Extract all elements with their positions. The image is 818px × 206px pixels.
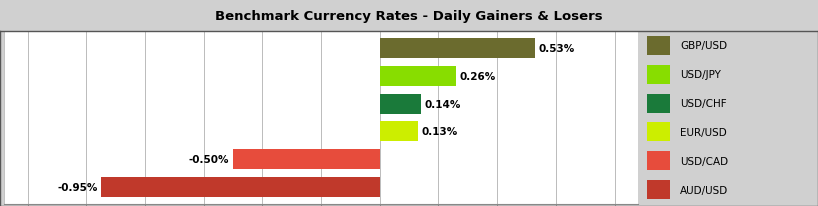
FancyBboxPatch shape [647, 180, 670, 199]
Text: USD/CHF: USD/CHF [680, 99, 726, 109]
Text: 0.13%: 0.13% [421, 127, 458, 137]
Text: -0.95%: -0.95% [57, 182, 97, 192]
Text: USD/JPY: USD/JPY [680, 70, 721, 80]
Text: EUR/USD: EUR/USD [680, 127, 726, 137]
FancyBboxPatch shape [647, 123, 670, 142]
Text: GBP/USD: GBP/USD [680, 41, 727, 51]
Bar [380, 39, 535, 59]
Bar [101, 177, 380, 197]
FancyBboxPatch shape [647, 151, 670, 170]
Bar [380, 94, 420, 114]
Bar [380, 66, 456, 86]
Text: 0.53%: 0.53% [539, 44, 575, 54]
FancyBboxPatch shape [647, 94, 670, 113]
Text: USD/CAD: USD/CAD [680, 156, 728, 166]
Text: 0.14%: 0.14% [425, 99, 461, 109]
Text: AUD/USD: AUD/USD [680, 185, 728, 195]
Bar [380, 122, 418, 142]
Text: Benchmark Currency Rates - Daily Gainers & Losers: Benchmark Currency Rates - Daily Gainers… [215, 9, 603, 22]
FancyBboxPatch shape [647, 66, 670, 84]
Text: 0.26%: 0.26% [460, 71, 496, 81]
Text: -0.50%: -0.50% [189, 154, 230, 165]
FancyBboxPatch shape [647, 37, 670, 56]
Bar [233, 150, 380, 170]
